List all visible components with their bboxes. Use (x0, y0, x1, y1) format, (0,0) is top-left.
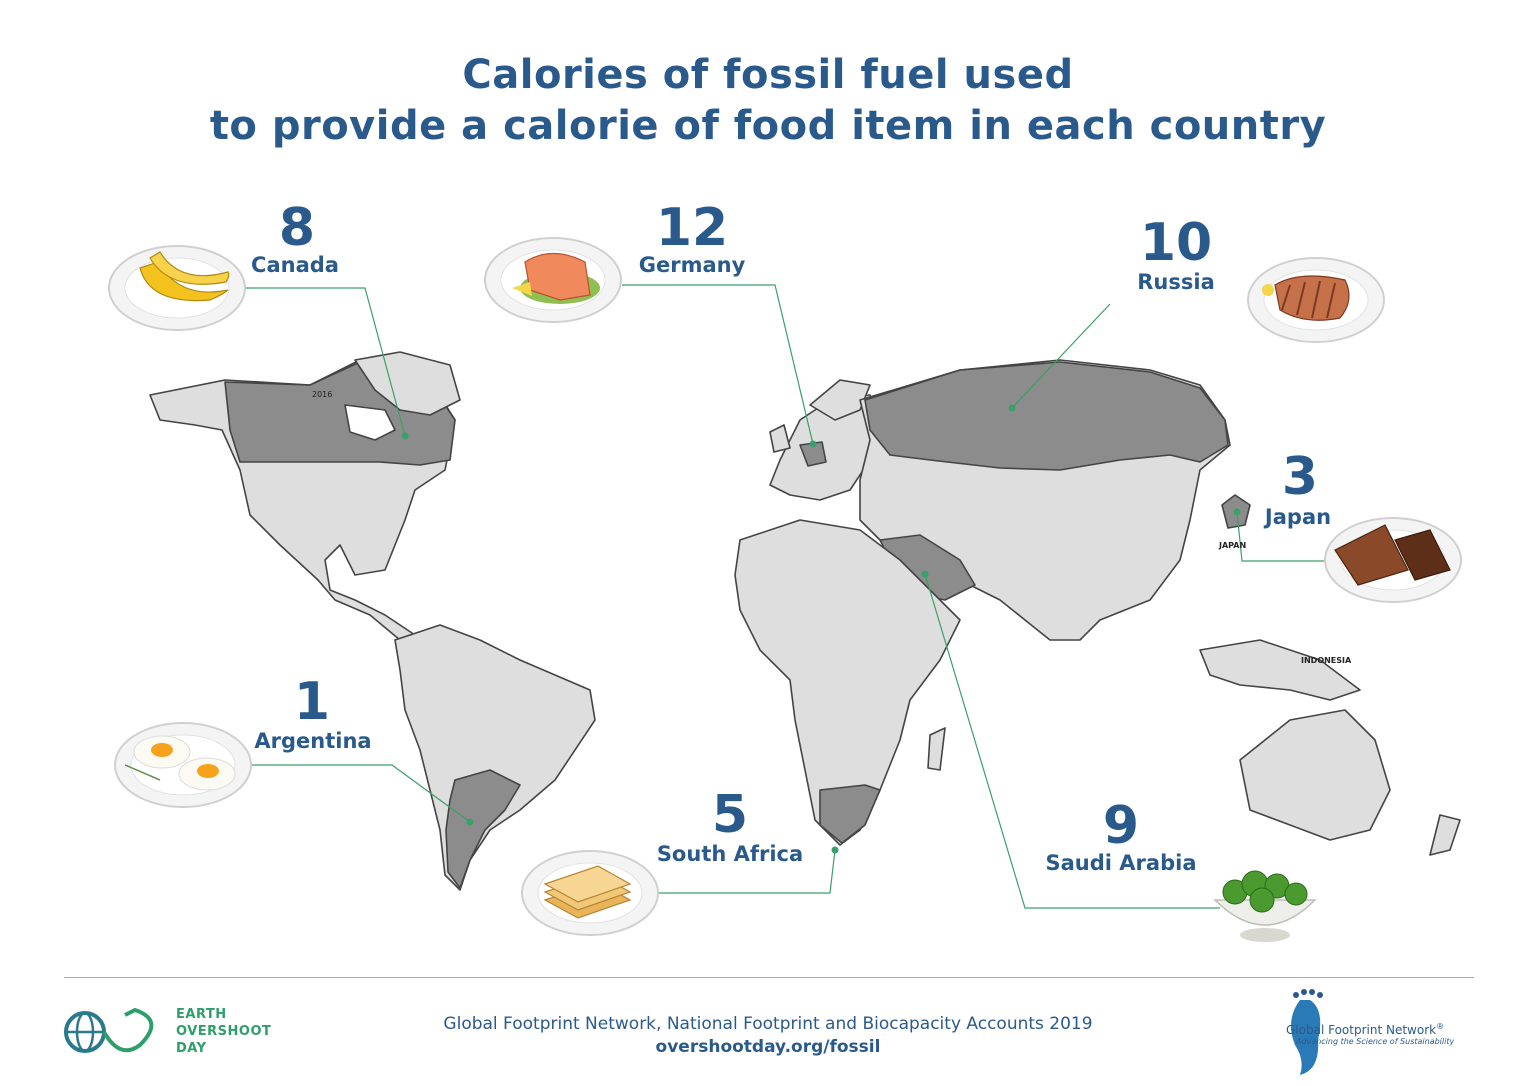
cheese-slices-icon (521, 850, 659, 936)
russia-value: 10 (1139, 213, 1213, 273)
new-zealand (1429, 814, 1461, 856)
eod-line-1: EARTH (176, 1007, 227, 1022)
south-africa-label: South Africa (656, 842, 804, 866)
steak-icon (1247, 257, 1385, 343)
earth-overshoot-day-logo (64, 1007, 154, 1053)
chocolate-icon (1324, 517, 1462, 603)
hudson-bay (344, 404, 396, 441)
map-label-japan: JAPAN (1219, 541, 1247, 550)
fried-eggs-icon (114, 722, 252, 808)
uk (769, 424, 791, 453)
south-africa-value: 5 (711, 785, 749, 845)
eod-line-3: DAY (176, 1041, 207, 1056)
russia-label: Russia (1137, 270, 1215, 294)
gfn-name: Global Footprint Network® (1286, 1022, 1444, 1037)
australia-landmass (1239, 709, 1391, 841)
germany-label: Germany (638, 253, 746, 277)
russia-region (864, 361, 1229, 471)
germany-value: 12 (655, 198, 729, 258)
japan-label: Japan (1264, 505, 1332, 529)
earth-overshoot-day-wordmark: EARTH OVERSHOOT DAY (176, 1006, 271, 1057)
title-line-1: Calories of fossil fuel used (462, 52, 1074, 98)
greenland (354, 351, 461, 416)
gfn-tagline: Advancing the Science of Sustainability (1296, 1037, 1455, 1046)
madagascar (927, 727, 946, 771)
gfn-name-text: Global Footprint Network (1286, 1023, 1437, 1037)
south-africa-region (819, 784, 881, 844)
south-america-landmass (394, 624, 596, 891)
eod-line-2: OVERSHOOT (176, 1024, 272, 1039)
salmon-icon (484, 237, 622, 323)
argentina-value: 1 (293, 672, 331, 732)
scandinavia (809, 379, 871, 421)
gfn-registered-mark: ® (1436, 1022, 1445, 1031)
map-label-year: 2016 (312, 390, 333, 399)
canada-value: 8 (278, 198, 316, 258)
map-label-indonesia: INDONESIA (1301, 656, 1352, 665)
broccoli-icon (1213, 870, 1317, 942)
argentina-label: Argentina (254, 729, 372, 753)
canada-label: Canada (251, 253, 339, 277)
global-footprint-network-logo (1291, 989, 1323, 1075)
footer-divider (64, 977, 1474, 978)
source-citation: Global Footprint Network, National Footp… (443, 1014, 1093, 1034)
saudi-arabia-label: Saudi Arabia (1045, 851, 1197, 875)
banana-icon (108, 245, 246, 331)
source-url[interactable]: overshootday.org/fossil (655, 1037, 881, 1057)
indonesia-landmass (1199, 639, 1361, 701)
japan-value: 3 (1281, 447, 1319, 507)
title-line-2: to provide a calorie of food item in eac… (209, 103, 1327, 149)
argentina-region (445, 769, 521, 889)
saudi-arabia-value: 9 (1102, 796, 1140, 856)
